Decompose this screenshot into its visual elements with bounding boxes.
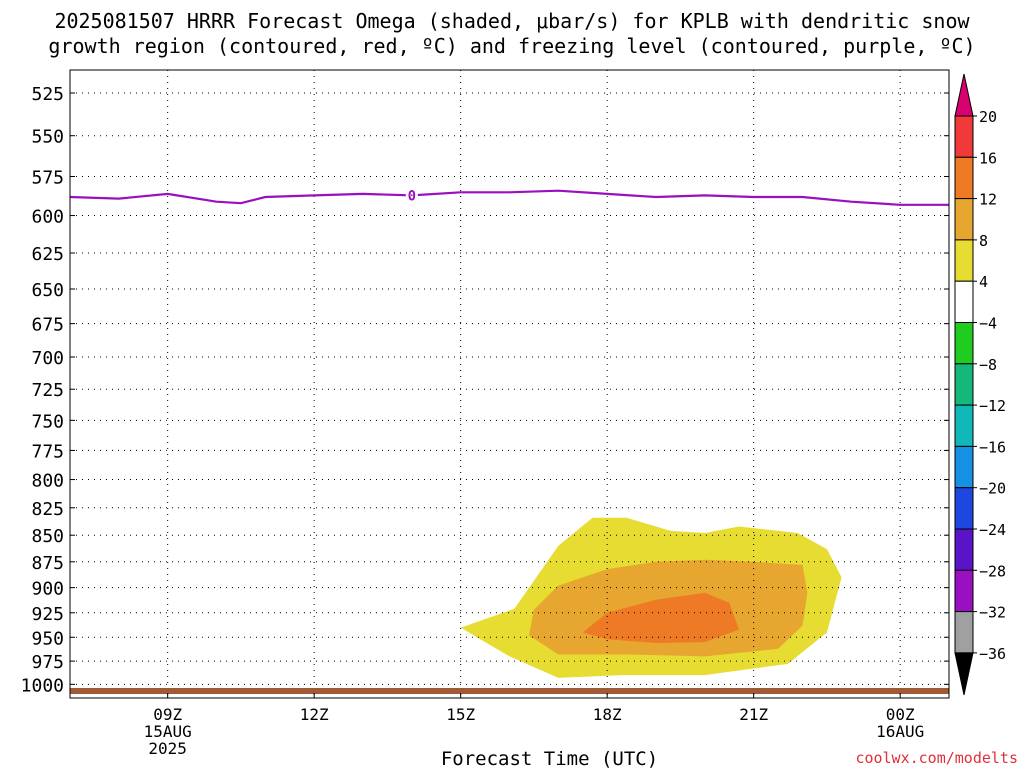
freezing-level-label-bg (405, 187, 418, 204)
y-tick-label-725: 725 (31, 380, 64, 401)
x-tick-label-9-2: 2025 (148, 739, 187, 758)
y-tick-label-975: 975 (31, 652, 64, 673)
y-tick-label-575: 575 (31, 167, 64, 188)
watermark: coolwx.com/modelts (855, 749, 1018, 767)
colorbar-label-3: 8 (979, 232, 988, 250)
colorbar-label-6: −8 (979, 356, 997, 374)
y-tick-label-1000: 1000 (21, 675, 64, 696)
y-tick-label-750: 750 (31, 411, 64, 432)
x-axis-label: Forecast Time (UTC) (441, 748, 658, 768)
colorbar-arrow-bottom (954, 652, 974, 696)
chart-title-line2: growth region (contoured, red, ºC) and f… (48, 34, 976, 58)
plot-border (69, 69, 950, 699)
x-tick-label-21-0: 21Z (739, 705, 768, 724)
colorbar-segment-2 (954, 198, 974, 241)
colorbar-segment-10 (954, 528, 974, 571)
colorbar-label-0: 20 (979, 108, 997, 126)
x-tick-label-15-0: 15Z (446, 705, 475, 724)
colorbar-segment-12 (954, 611, 974, 654)
y-tick-label-525: 525 (31, 84, 64, 105)
colorbar-label-8: −16 (979, 438, 1006, 456)
colorbar-segment-7 (954, 404, 974, 447)
y-tick-label-675: 675 (31, 315, 64, 336)
colorbar-segment-0 (954, 115, 974, 158)
x-tick-label-24-1: 16AUG (876, 722, 924, 741)
omega-shade-2 (582, 592, 739, 643)
colorbar-segment-4 (954, 280, 974, 324)
colorbar-segment-8 (954, 445, 974, 489)
y-tick-label-700: 700 (31, 348, 64, 369)
colorbar-label-5: −4 (979, 315, 997, 333)
colorbar-label-11: −28 (979, 562, 1006, 580)
freezing-level-line (69, 189, 949, 206)
x-tick-label-12-0: 12Z (300, 705, 329, 724)
colorbar-arrow-top (954, 73, 974, 117)
colorbar-label-12: −32 (979, 604, 1006, 622)
x-tick-label-9-1: 15AUG (144, 722, 192, 741)
y-tick-label-650: 650 (31, 280, 64, 301)
colorbar-segment-11 (954, 569, 974, 613)
colorbar-label-7: −12 (979, 397, 1006, 415)
y-tick-label-875: 875 (31, 553, 64, 574)
colorbar-label-2: 12 (979, 191, 997, 209)
y-tick-label-950: 950 (31, 628, 64, 649)
y-tick-label-900: 900 (31, 579, 64, 600)
y-tick-label-625: 625 (31, 244, 64, 265)
colorbar-label-13: −36 (979, 645, 1006, 663)
colorbar-segment-9 (954, 487, 974, 530)
x-tick-label-18-0: 18Z (593, 705, 622, 724)
colorbar-segment-3 (954, 239, 974, 282)
x-tick-label-9-0: 09Z (153, 705, 182, 724)
freezing-level-label: 0 (408, 188, 416, 204)
chart-title-line1: 2025081507 HRRR Forecast Omega (shaded, … (54, 9, 970, 33)
surface-band (70, 688, 949, 694)
y-tick-label-775: 775 (31, 441, 64, 462)
y-tick-label-825: 825 (31, 499, 64, 520)
colorbar-segment-1 (954, 156, 974, 200)
colorbar-segment-5 (954, 322, 974, 365)
y-tick-label-925: 925 (31, 604, 64, 625)
colorbar-segment-6 (954, 363, 974, 406)
y-tick-label-800: 800 (31, 471, 64, 492)
colorbar-label-4: 4 (979, 273, 988, 291)
y-tick-label-600: 600 (31, 207, 64, 228)
colorbar-label-1: 16 (979, 149, 997, 167)
x-tick-label-24-0: 00Z (886, 705, 915, 724)
colorbar-label-10: −24 (979, 521, 1006, 539)
colorbar-label-9: −20 (979, 480, 1006, 498)
y-tick-label-550: 550 (31, 127, 64, 148)
y-tick-label-850: 850 (31, 526, 64, 547)
